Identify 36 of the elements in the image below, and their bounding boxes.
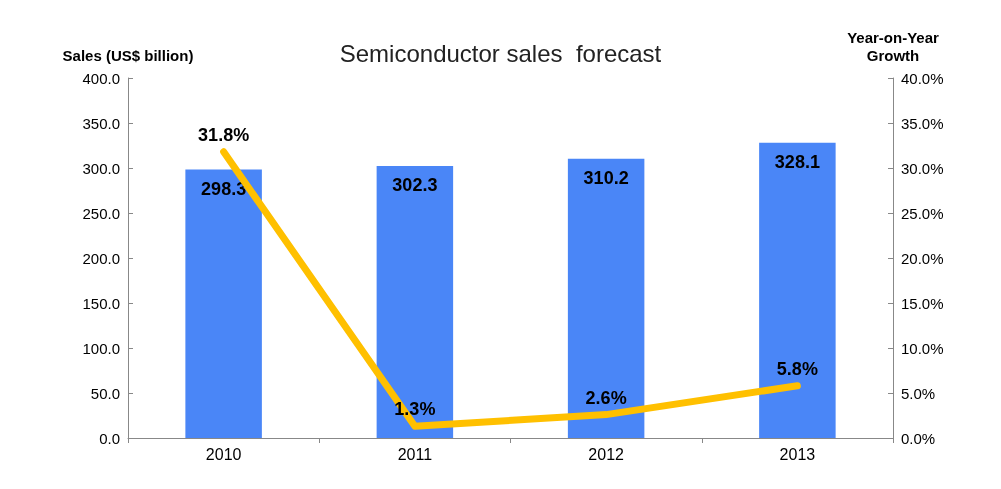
- x-tick-label: 2012: [588, 445, 625, 463]
- data-label: 2.6%: [585, 387, 627, 408]
- y-tick-label: 300.0: [82, 159, 120, 177]
- y2-tick-label: 25.0%: [901, 204, 944, 222]
- chart-title: Semiconductor sales forecast: [339, 39, 662, 67]
- y2-axis-title: Year-on-Year Growth: [847, 28, 940, 64]
- y2-tick-label: 20.0%: [901, 249, 944, 267]
- y-tick-label: 0.0: [99, 429, 120, 447]
- x-tick-label: 2011: [397, 445, 433, 463]
- y-tick-label: 100.0: [82, 339, 120, 357]
- bar: [376, 165, 454, 438]
- data-label: 298.3: [201, 178, 247, 199]
- bar: [759, 142, 836, 438]
- data-label: 302.3: [392, 174, 438, 195]
- y2-tick-label: 30.0%: [901, 159, 944, 177]
- y-tick-label: 150.0: [82, 294, 120, 312]
- data-label: 31.8%: [198, 124, 250, 145]
- y2-tick-label: 10.0%: [901, 339, 944, 357]
- data-label: 5.8%: [776, 358, 818, 379]
- y2-tick-label: 5.0%: [901, 384, 936, 402]
- y2-tick-label: 15.0%: [901, 294, 944, 312]
- y2-tick-label: 40.0%: [901, 69, 944, 87]
- y-tick-label: 250.0: [82, 204, 120, 222]
- bar: [185, 169, 262, 438]
- y-tick-label: 200.0: [82, 249, 120, 267]
- bar: [567, 158, 645, 438]
- x-tick-label: 2013: [779, 445, 816, 463]
- y-tick-label: 50.0: [90, 384, 120, 402]
- data-label: 328.1: [774, 151, 820, 172]
- data-label: 310.2: [583, 167, 629, 188]
- y-tick-label: 400.0: [82, 69, 120, 87]
- x-tick-label: 2010: [205, 445, 242, 463]
- y-tick-label: 350.0: [82, 114, 120, 132]
- y2-tick-label: 35.0%: [901, 114, 944, 132]
- y2-tick-label: 0.0%: [901, 429, 936, 447]
- y-axis-title: Sales (US$ billion): [62, 46, 194, 64]
